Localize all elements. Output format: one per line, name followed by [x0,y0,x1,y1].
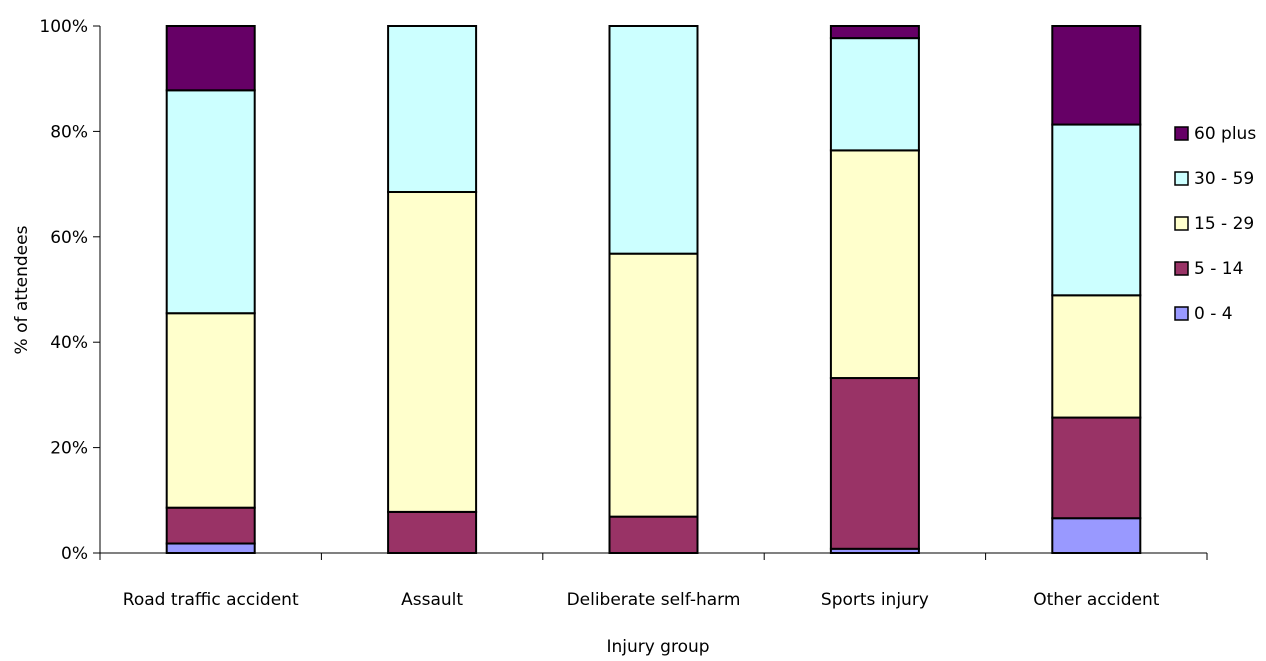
category-labels: Road traffic accident Assault Deliberate s… [123,590,1160,610]
y-tick-label: 100% [39,17,88,37]
legend-label: 15 - 29 [1194,214,1254,234]
legend-label: 60 plus [1194,124,1256,144]
bar-segment [165,312,256,509]
legend-swatch [1174,171,1189,186]
y-tick-label: 0% [61,544,88,564]
bar-segment [1051,416,1142,520]
bar-segment [165,506,256,545]
y-axis-ticks: 0% 20% 40% 60% 80% 100% [39,17,100,564]
y-tick-label: 80% [50,122,88,142]
bar-segment [608,515,699,555]
bar-segment [829,37,920,152]
bar-segment [829,377,920,550]
bar-segment [387,191,478,513]
bar-segment [1051,25,1142,126]
legend: 60 plus 30 - 59 15 - 29 5 - 14 0 - 4 [1174,124,1256,324]
bar-segment [608,252,699,518]
bar-segment [165,89,256,315]
bar-segment [1051,294,1142,419]
bar-segment [165,25,256,92]
y-tick-label: 40% [50,333,88,353]
bar-segment [608,25,699,255]
bar-segment [1051,123,1142,297]
legend-swatch [1174,126,1189,141]
x-axis-title: Injury group [606,637,709,657]
legend-label: 0 - 4 [1194,304,1233,324]
category-label: Road traffic accident [123,590,299,610]
legend-swatch [1174,216,1189,231]
legend-label: 5 - 14 [1194,259,1243,279]
y-axis-title: % of attendees [12,225,32,354]
category-label: Assault [401,590,463,610]
y-tick-label: 20% [50,439,88,459]
bar-segment [1051,517,1142,555]
legend-swatch [1174,306,1189,321]
y-tick-label: 60% [50,228,88,248]
bar-segment [829,149,920,380]
category-label: Sports injury [821,590,929,610]
bar-segment [387,510,478,555]
category-label: Other accident [1033,590,1160,610]
legend-label: 30 - 59 [1194,169,1254,189]
bar-segment [387,25,478,194]
x-axis-ticks [99,553,1208,560]
bar-segment [829,25,920,40]
legend-swatch [1174,261,1189,276]
category-label: Deliberate self-harm [567,590,741,610]
bars [165,25,1142,555]
bar-segment [165,542,256,554]
